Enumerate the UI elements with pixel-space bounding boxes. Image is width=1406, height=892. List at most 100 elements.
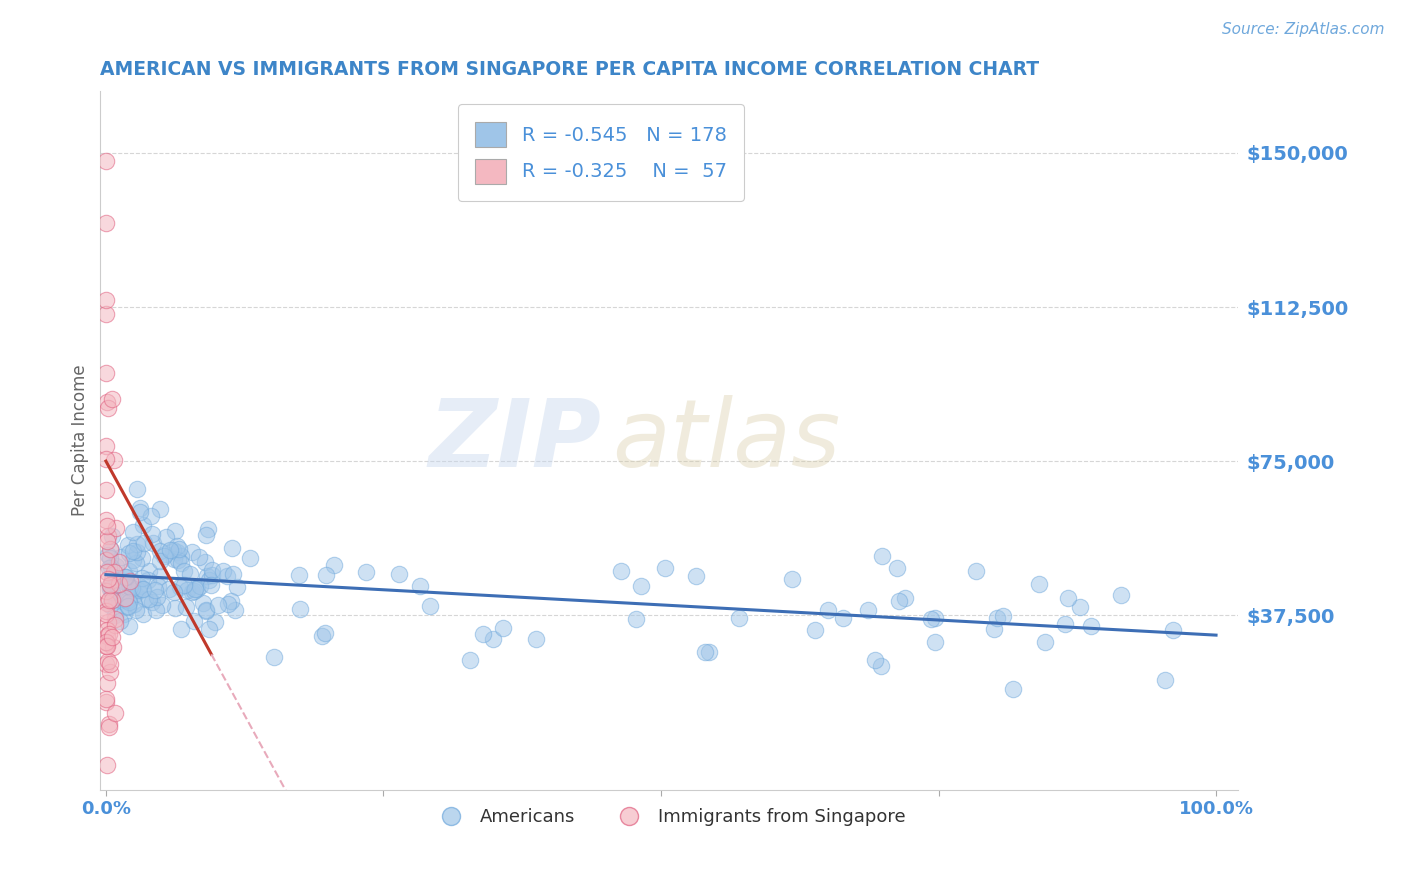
Point	[120, 574, 142, 588]
Point	[887, 594, 910, 608]
Point	[197, 574, 219, 588]
Point	[162, 551, 184, 566]
Point	[924, 611, 946, 625]
Point	[94, 216, 117, 230]
Point	[128, 505, 150, 519]
Point	[181, 585, 204, 599]
Point	[118, 564, 141, 578]
Point	[201, 568, 224, 582]
Point	[96, 439, 118, 453]
Point	[96, 758, 118, 772]
Point	[153, 549, 176, 564]
Point	[869, 659, 891, 673]
Point	[409, 579, 432, 593]
Point	[112, 607, 135, 621]
Point	[1154, 673, 1177, 688]
Point	[654, 561, 676, 575]
Point	[117, 579, 139, 593]
Point	[94, 452, 117, 467]
Point	[167, 553, 190, 567]
Point	[149, 501, 172, 516]
Point	[142, 536, 165, 550]
Point	[863, 653, 886, 667]
Point	[174, 599, 197, 614]
Point	[122, 544, 145, 558]
Point	[780, 572, 803, 586]
Point	[141, 595, 163, 609]
Point	[1109, 588, 1132, 602]
Point	[728, 611, 751, 625]
Point	[323, 558, 346, 572]
Point	[1002, 682, 1025, 697]
Point	[94, 366, 117, 380]
Point	[104, 559, 127, 574]
Point	[215, 569, 238, 583]
Point	[693, 645, 716, 659]
Point	[920, 612, 942, 626]
Point	[458, 653, 481, 667]
Point	[97, 572, 120, 586]
Point	[149, 569, 172, 583]
Point	[96, 565, 118, 579]
Point	[173, 564, 195, 578]
Point	[314, 626, 336, 640]
Point	[101, 528, 124, 542]
Point	[98, 582, 121, 597]
Point	[138, 591, 160, 606]
Point	[195, 569, 218, 583]
Point	[118, 618, 141, 632]
Point	[201, 563, 224, 577]
Point	[134, 591, 156, 606]
Point	[311, 630, 333, 644]
Point	[96, 513, 118, 527]
Point	[103, 453, 125, 467]
Point	[98, 598, 121, 612]
Point	[288, 567, 311, 582]
Point	[104, 706, 127, 720]
Point	[163, 524, 186, 538]
Text: Source: ZipAtlas.com: Source: ZipAtlas.com	[1222, 22, 1385, 37]
Point	[98, 720, 121, 734]
Point	[183, 584, 205, 599]
Point	[117, 546, 139, 560]
Point	[183, 614, 205, 628]
Point	[924, 635, 946, 649]
Point	[624, 612, 647, 626]
Point	[173, 578, 195, 592]
Point	[471, 627, 494, 641]
Point	[120, 580, 142, 594]
Point	[100, 392, 122, 407]
Point	[94, 583, 117, 598]
Point	[131, 607, 153, 621]
Point	[103, 565, 125, 579]
Point	[219, 594, 242, 608]
Point	[100, 543, 122, 558]
Text: AMERICAN VS IMMIGRANTS FROM SINGAPORE PER CAPITA INCOME CORRELATION CHART: AMERICAN VS IMMIGRANTS FROM SINGAPORE PE…	[100, 60, 1039, 78]
Point	[153, 547, 176, 561]
Point	[166, 539, 188, 553]
Point	[176, 582, 198, 597]
Point	[132, 517, 155, 532]
Point	[97, 528, 120, 542]
Point	[143, 582, 166, 597]
Point	[94, 293, 117, 307]
Point	[103, 612, 125, 626]
Point	[110, 550, 132, 565]
Point	[263, 650, 285, 665]
Point	[98, 541, 121, 556]
Point	[146, 579, 169, 593]
Point	[100, 560, 122, 574]
Point	[141, 526, 163, 541]
Point	[127, 582, 149, 597]
Point	[1033, 635, 1056, 649]
Point	[97, 401, 120, 416]
Point	[124, 603, 146, 617]
Point	[103, 640, 125, 654]
Point	[96, 675, 118, 690]
Point	[492, 622, 515, 636]
Point	[697, 645, 720, 659]
Point	[112, 574, 135, 588]
Point	[1028, 577, 1050, 591]
Point	[104, 590, 127, 604]
Point	[217, 598, 239, 612]
